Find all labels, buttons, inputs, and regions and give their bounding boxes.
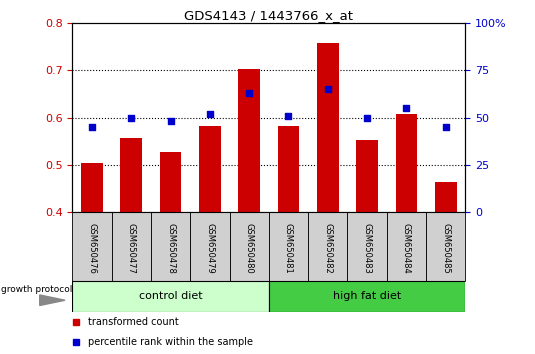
Bar xyxy=(269,281,465,312)
Text: GSM650476: GSM650476 xyxy=(87,223,96,274)
Point xyxy=(245,90,254,96)
Bar xyxy=(269,212,308,281)
Point xyxy=(441,124,450,130)
Bar xyxy=(151,212,190,281)
Bar xyxy=(396,114,417,212)
Bar xyxy=(239,69,260,212)
Text: GSM650483: GSM650483 xyxy=(363,223,372,274)
Bar xyxy=(356,141,378,212)
Point xyxy=(127,115,135,120)
Text: percentile rank within the sample: percentile rank within the sample xyxy=(88,337,253,347)
Text: GSM650479: GSM650479 xyxy=(205,223,215,274)
Point xyxy=(402,105,411,111)
Text: GSM650478: GSM650478 xyxy=(166,223,175,274)
Bar xyxy=(317,43,339,212)
Point xyxy=(363,115,371,120)
Polygon shape xyxy=(40,295,65,306)
Bar xyxy=(112,212,151,281)
Text: GSM650481: GSM650481 xyxy=(284,223,293,274)
Text: GSM650480: GSM650480 xyxy=(244,223,254,274)
Bar xyxy=(308,212,348,281)
Bar xyxy=(199,126,220,212)
Bar xyxy=(190,212,230,281)
Text: high fat diet: high fat diet xyxy=(333,291,401,302)
Point xyxy=(284,113,293,119)
Point xyxy=(88,124,96,130)
Bar xyxy=(426,212,465,281)
Bar xyxy=(160,152,181,212)
Text: GSM650482: GSM650482 xyxy=(323,223,332,274)
Point xyxy=(166,119,175,124)
Text: GSM650484: GSM650484 xyxy=(402,223,411,274)
Text: growth protocol: growth protocol xyxy=(2,285,73,295)
Point xyxy=(324,86,332,92)
Bar xyxy=(81,163,103,212)
Bar xyxy=(348,212,387,281)
Bar xyxy=(230,212,269,281)
Bar xyxy=(120,138,142,212)
Bar xyxy=(72,281,269,312)
Bar xyxy=(72,212,112,281)
Text: transformed count: transformed count xyxy=(88,318,179,327)
Title: GDS4143 / 1443766_x_at: GDS4143 / 1443766_x_at xyxy=(185,9,353,22)
Bar xyxy=(278,126,299,212)
Text: control diet: control diet xyxy=(139,291,202,302)
Bar xyxy=(387,212,426,281)
Text: GSM650477: GSM650477 xyxy=(127,223,136,274)
Text: GSM650485: GSM650485 xyxy=(441,223,450,274)
Bar xyxy=(435,182,456,212)
Point xyxy=(205,111,214,117)
